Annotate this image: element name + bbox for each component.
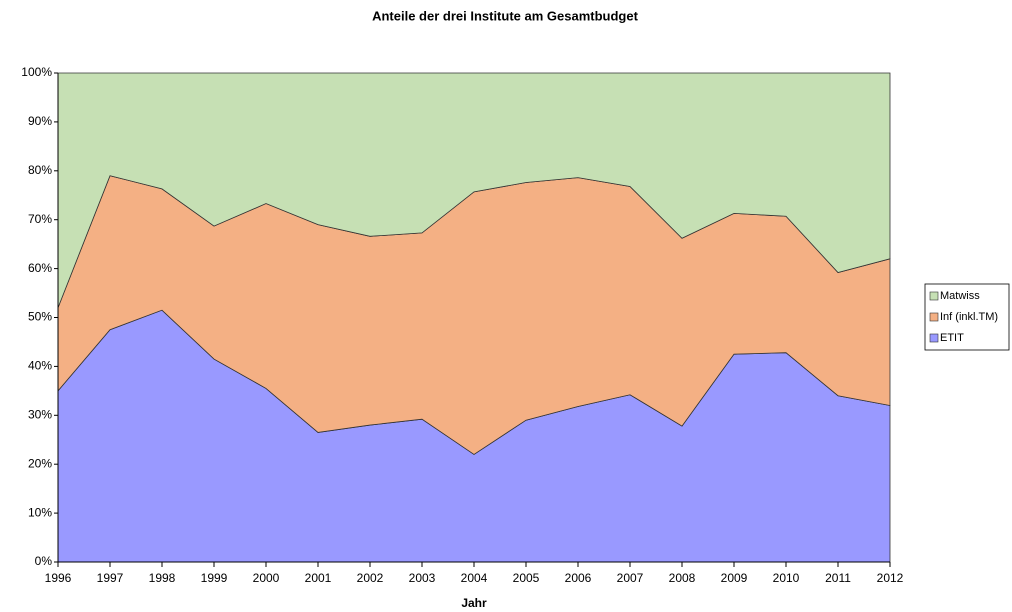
x-tick-label: 2010 [773,571,800,585]
y-tick-label: 40% [28,359,52,373]
x-tick-label: 2002 [357,571,384,585]
y-tick-label: 10% [28,505,52,519]
x-axis-label: Jahr [461,596,487,610]
y-tick-label: 0% [35,554,53,568]
legend-swatch [929,333,939,343]
y-tick-label: 50% [28,310,52,324]
x-tick-label: 2007 [617,571,644,585]
x-tick-label: 2005 [513,571,540,585]
y-tick-label: 30% [28,407,52,421]
chart-title: Anteile der drei Institute am Gesamtbudg… [372,8,638,23]
y-tick-label: 90% [28,114,52,128]
x-tick-label: 2011 [825,571,851,585]
y-tick-label: 60% [28,261,52,275]
legend-label: Inf (inkl.TM) [940,311,998,323]
x-tick-label: 2008 [669,571,696,585]
x-tick-label: 2012 [877,571,904,585]
x-tick-label: 2003 [409,571,436,585]
y-tick-label: 80% [28,163,52,177]
y-tick-label: 20% [28,456,52,470]
x-tick-label: 2000 [253,571,280,585]
x-tick-label: 1997 [97,571,124,585]
x-tick-label: 2006 [565,571,592,585]
x-tick-label: 2001 [305,571,332,585]
legend-swatch [929,312,939,322]
legend-label: ETIT [940,332,964,344]
legend-box [924,283,1010,351]
x-tick-label: 2009 [721,571,748,585]
x-tick-label: 1998 [149,571,176,585]
legend-label: Matwiss [940,290,980,302]
legend-swatch [929,291,939,301]
x-tick-label: 2004 [461,571,488,585]
y-tick-label: 100% [21,65,52,79]
y-tick-label: 70% [28,212,52,226]
x-tick-label: 1996 [45,571,72,585]
x-tick-label: 1999 [201,571,228,585]
area [57,72,891,308]
